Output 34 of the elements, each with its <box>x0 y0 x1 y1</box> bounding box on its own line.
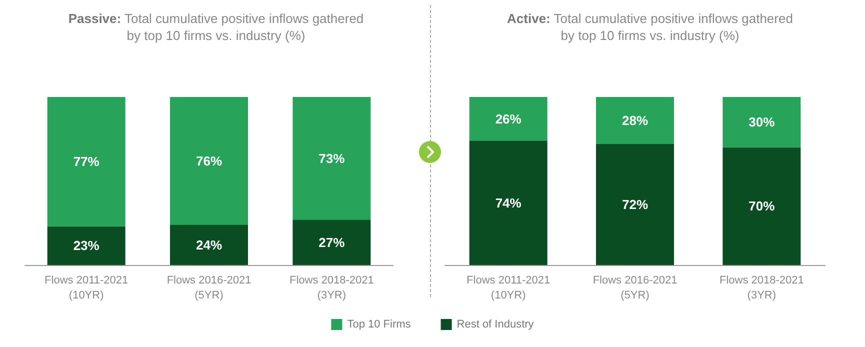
bar <box>469 140 548 265</box>
chart-title: Passive: Total cumulative positive inflows gathered by top 10 firms vs. industry (%) <box>67 10 365 44</box>
data-label: 28% <box>622 113 648 128</box>
x-tick-label: Flows 2018-2021 (3YR) <box>719 274 804 302</box>
x-tick-label: Flows 2018-2021 (3YR) <box>289 274 374 302</box>
chart-title: Active: Total cumulative positive inflows gathered by top 10 firms vs. industry (%) <box>506 10 794 44</box>
bar <box>292 97 371 220</box>
data-label: 76% <box>196 153 222 168</box>
bar <box>722 97 801 148</box>
bar <box>469 97 548 141</box>
legend-label: Top 10 Firms <box>347 318 412 330</box>
bar <box>596 144 674 265</box>
data-label: 27% <box>318 234 346 250</box>
x-tick-label: Flows 2011-2021 (10YR) <box>44 274 128 302</box>
x-tick-label: Flows 2016-2021 (5YR) <box>592 274 678 302</box>
x-tick-label: Flows 2011-2021 (10YR) <box>466 274 550 302</box>
bar <box>170 97 248 225</box>
bar <box>722 147 801 265</box>
data-label: 26% <box>495 111 522 126</box>
data-label: 74% <box>495 195 522 210</box>
bar <box>47 226 126 265</box>
x-tick-label: Flows 2016-2021 (5YR) <box>166 274 252 302</box>
data-label: 30% <box>748 114 776 130</box>
data-label: 72% <box>622 197 648 212</box>
data-label: 77% <box>73 154 100 170</box>
bar <box>170 224 248 265</box>
data-label: 23% <box>73 238 100 254</box>
bar <box>292 220 371 265</box>
bar <box>596 97 674 144</box>
data-label: 70% <box>748 198 776 214</box>
bar <box>47 97 126 226</box>
data-label: 73% <box>318 150 346 166</box>
data-label: 24% <box>196 237 222 252</box>
legend-label: Rest of Industry <box>456 318 534 330</box>
